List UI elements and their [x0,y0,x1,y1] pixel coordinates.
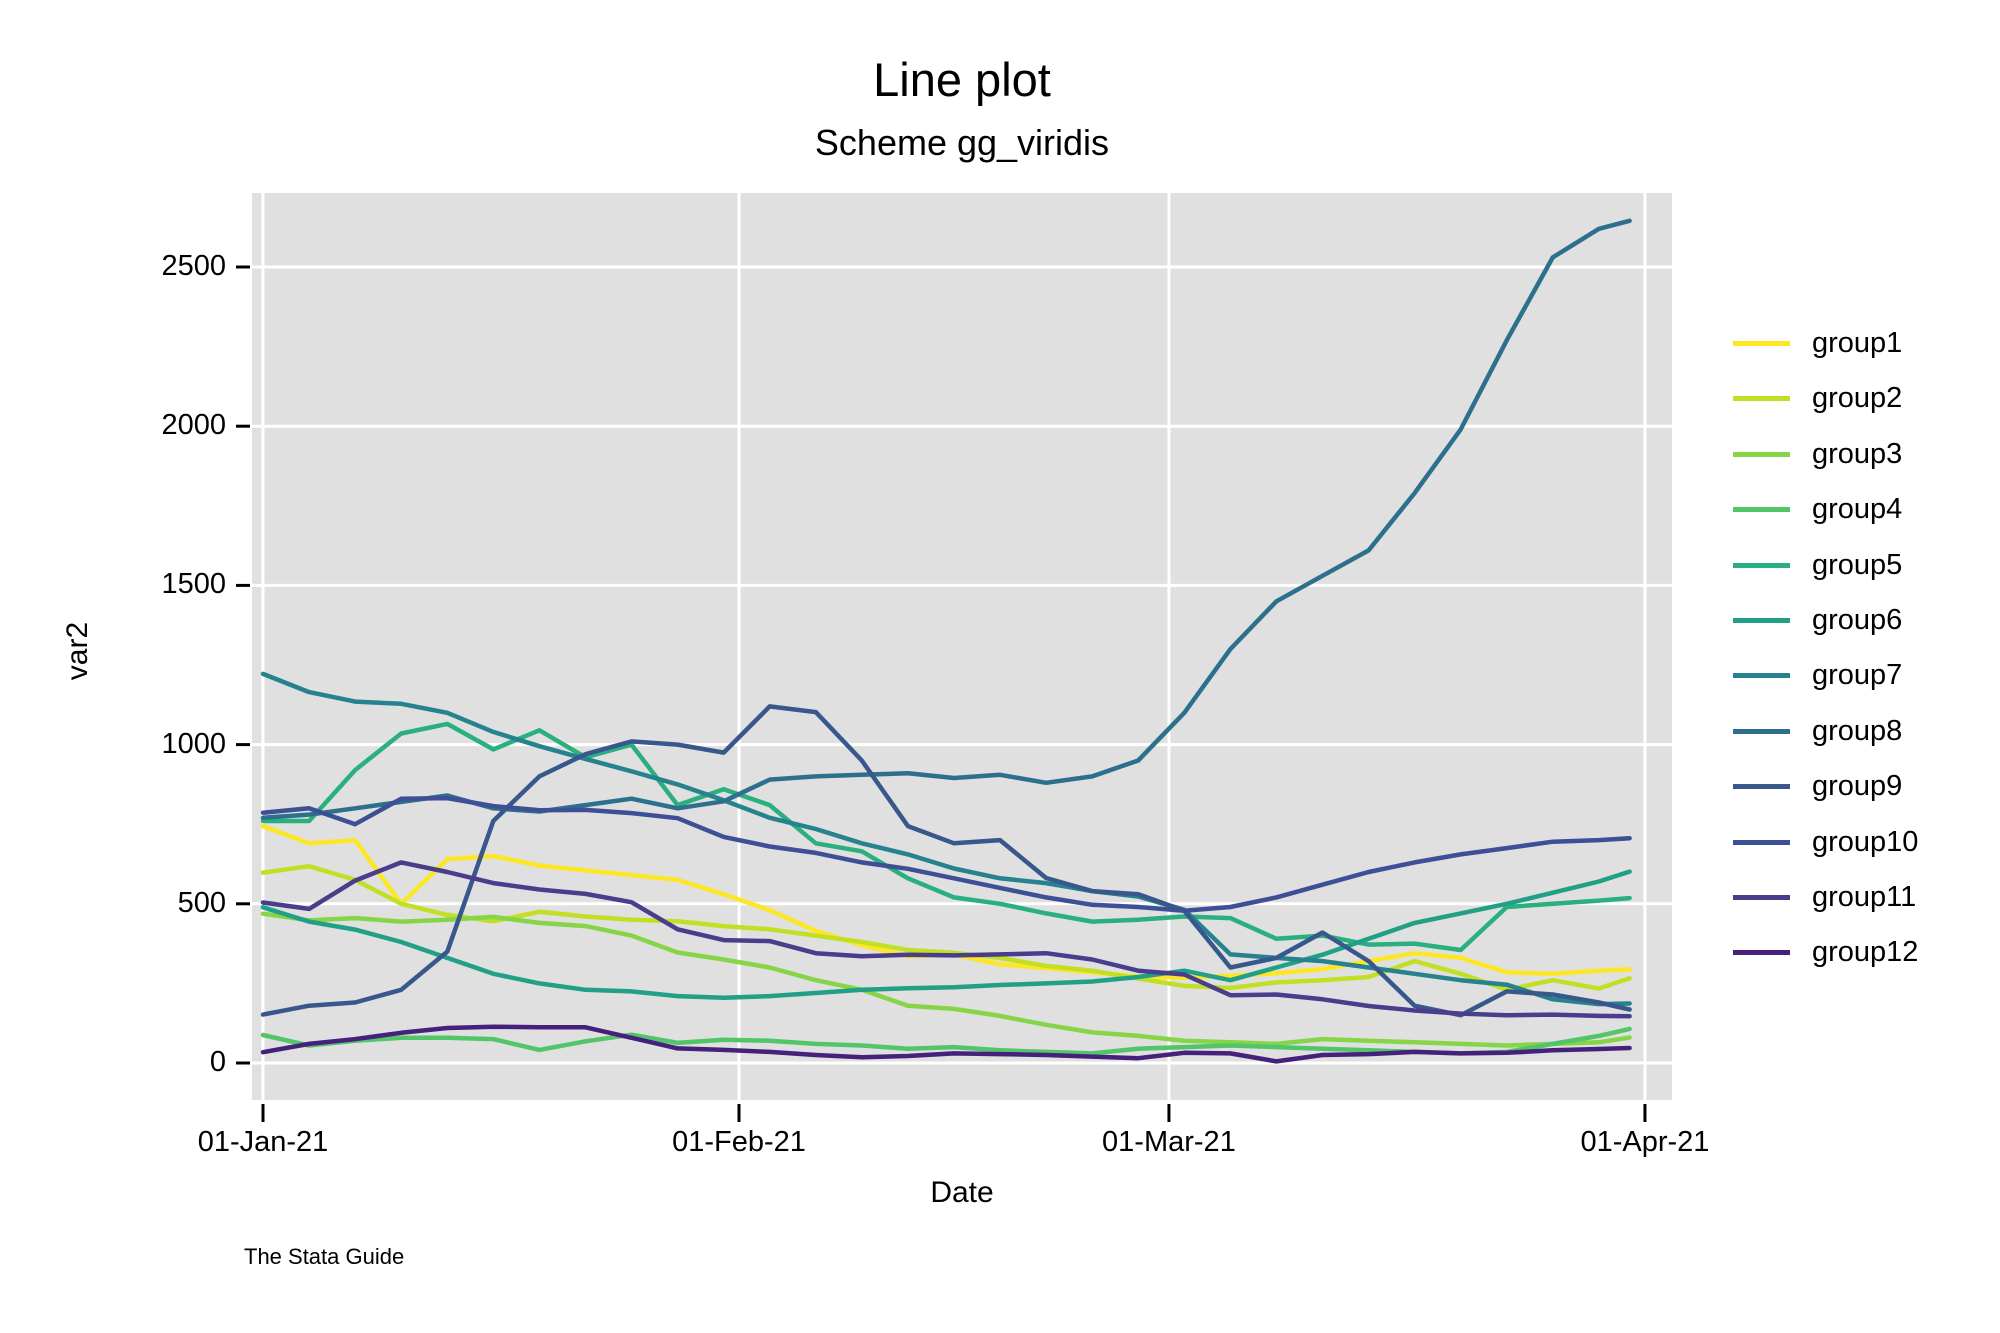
legend-label-group3: group3 [1812,437,1903,470]
y-axis-title: var2 [61,621,94,681]
legend-swatch-group2 [1733,396,1790,402]
x-tick-label-01-Jan-21: 01-Jan-21 [197,1126,329,1158]
legend-swatch-group9 [1733,784,1790,790]
watermark-text: The Stata Guide [244,1244,405,1269]
legend-label-group7: group7 [1812,659,1903,692]
chart-title: Line plot [873,53,1051,106]
legend-swatch-group6 [1733,618,1790,623]
plot-background [252,193,1672,1100]
series-line-group9 [260,704,1632,1018]
y-tick-label-1000: 1000 [161,727,226,760]
series-line-group3 [260,911,1632,1048]
x-tick-label-01-Mar-21: 01-Mar-21 [1102,1126,1236,1158]
legend-swatch-group1 [1733,341,1790,346]
legend-label-group4: group4 [1812,493,1903,526]
chart-subtitle: Scheme gg_viridis [814,122,1110,163]
series-line-group12 [260,1024,1632,1064]
legend-label-group11: group11 [1812,881,1917,913]
legend-swatch-group12 [1733,950,1790,956]
x-tick-label-01-Feb-21: 01-Feb-21 [672,1126,806,1158]
y-tick-label-500: 500 [177,886,226,919]
y-tick-label-2500: 2500 [161,250,226,282]
legend-swatch-group3 [1733,451,1790,457]
legend-swatch-group5 [1733,562,1790,568]
legend-swatch-group4 [1733,507,1790,513]
legend-label-group12: group12 [1812,936,1919,969]
legend-label-group5: group5 [1812,548,1903,581]
y-tick-label-2000: 2000 [161,409,226,442]
legend-label-group8: group8 [1812,714,1903,747]
series-line-group6 [260,869,1632,1000]
series-line-group11 [260,860,1632,1019]
y-tick-label-0: 0 [209,1046,226,1078]
series-line-group7 [260,671,1632,1007]
legend-label-group1: group1 [1812,327,1903,359]
y-tick-label-1500: 1500 [161,568,226,601]
legend-swatch-group7 [1733,673,1790,679]
legend-label-group10: group10 [1812,825,1919,858]
series-line-group5 [260,721,1632,953]
legend-label-group9: group9 [1812,770,1903,803]
legend-label-group2: group2 [1812,382,1903,415]
x-tick-label-01-Apr-21: 01-Apr-21 [1580,1126,1710,1158]
series-line-group2 [260,863,1632,993]
legend-swatch-group11 [1733,895,1790,900]
x-axis-title: Date [930,1176,994,1209]
legend-label-group6: group6 [1812,604,1903,636]
legend-swatch-group10 [1733,839,1790,845]
series-line-group10 [260,795,1632,914]
legend-swatch-group8 [1733,728,1790,734]
